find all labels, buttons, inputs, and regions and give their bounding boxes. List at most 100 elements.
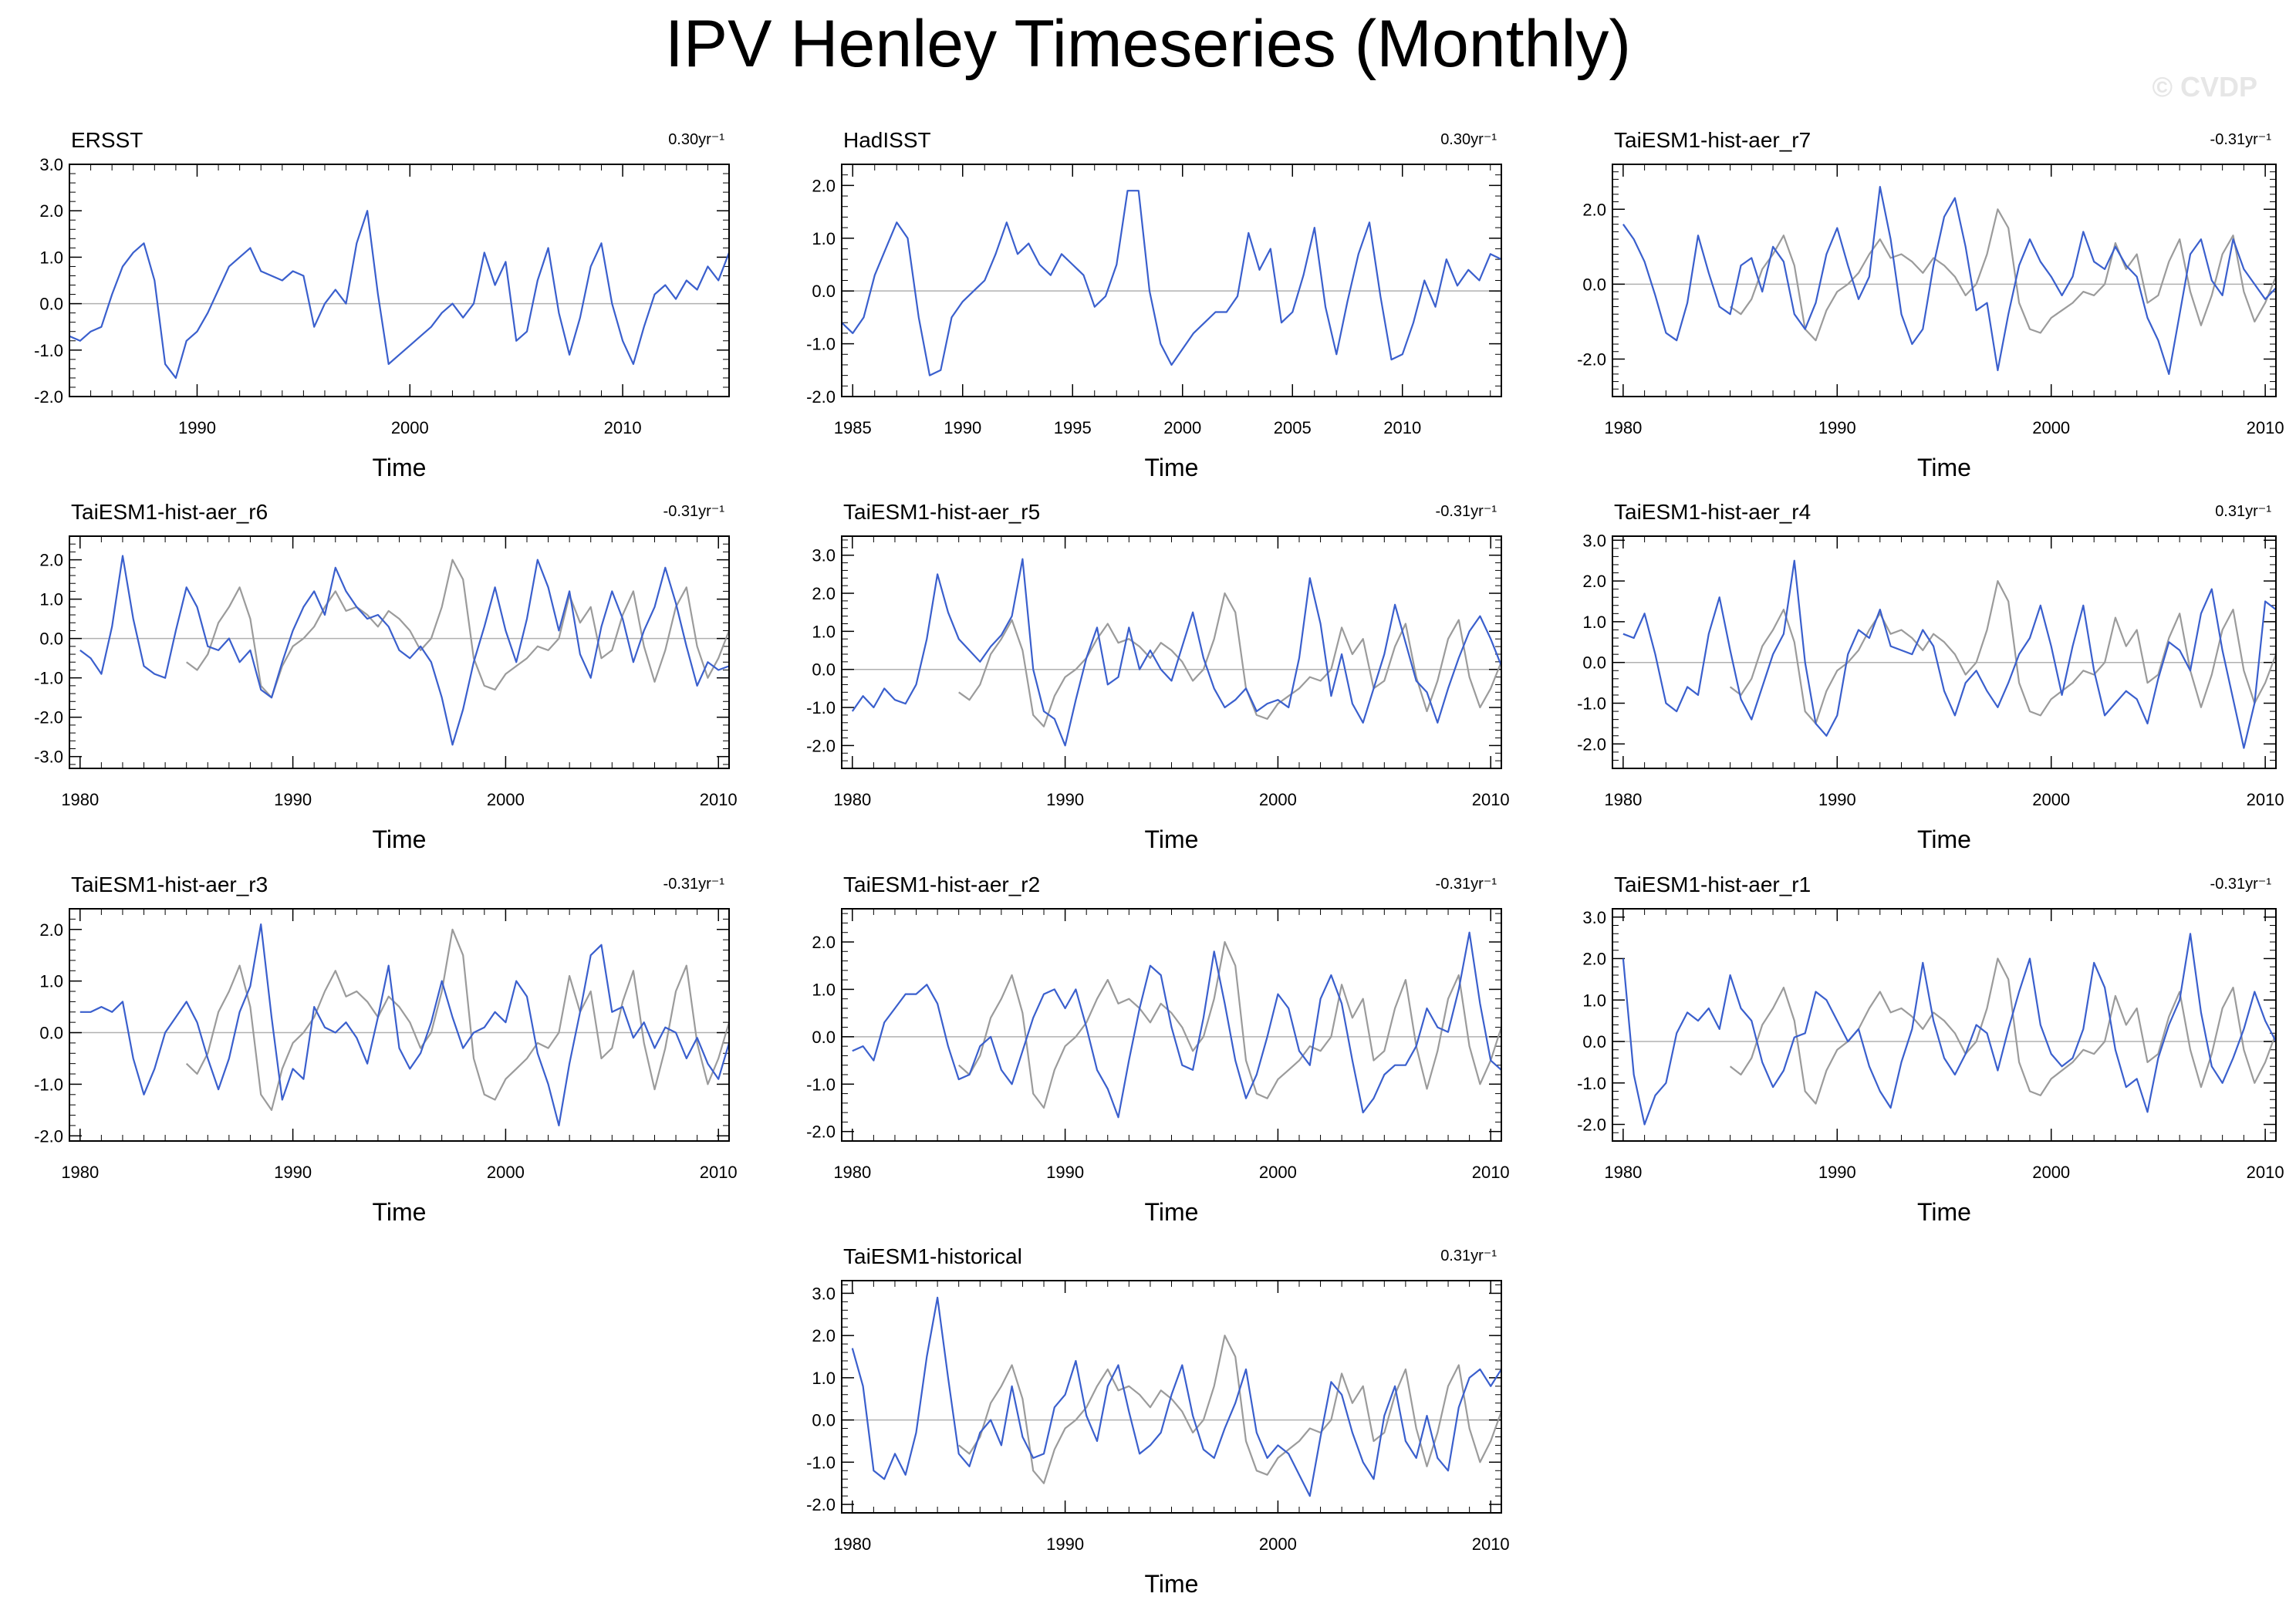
y-tick-label: 2.0 (39, 920, 63, 940)
y-tick-label: 2.0 (1582, 572, 1606, 591)
obs-series-line (1729, 579, 2277, 725)
x-tick-label: 1995 (1054, 418, 1092, 437)
panel-title: TaiESM1-hist-aer_r5 (843, 500, 1040, 524)
x-tick-label: 1980 (61, 790, 99, 809)
x-tick-label: 2010 (1472, 1534, 1510, 1554)
y-tick-label: -2.0 (1577, 734, 1606, 754)
x-tick-label: 2000 (2032, 418, 2070, 437)
x-tick-label: 2000 (487, 790, 525, 809)
y-tick-label: 0.0 (39, 1024, 63, 1043)
x-tick-label: 1990 (1818, 1163, 1856, 1182)
plot-frame (841, 1280, 1502, 1514)
x-tick-label: 1990 (1046, 1163, 1084, 1182)
x-tick-label: 2010 (700, 1163, 738, 1182)
y-tick-label: 1.0 (812, 1369, 836, 1388)
x-tick-label: 2010 (700, 790, 738, 809)
x-tick-label: 2010 (2247, 418, 2284, 437)
obs-series-line (958, 592, 1503, 727)
model-series-line (851, 558, 1503, 747)
x-tick-label: 2000 (487, 1163, 525, 1182)
model-series-line (79, 923, 731, 1127)
obs-series-line (185, 928, 731, 1112)
y-tick-label: 0.0 (812, 660, 836, 680)
obs-series-line (957, 940, 1503, 1109)
plot-frame (841, 164, 1502, 397)
model-series-line (1622, 559, 2277, 749)
x-tick-label: 1980 (1604, 1163, 1642, 1182)
y-tick-label: 2.0 (1582, 950, 1606, 969)
y-tick-label: 0.0 (812, 282, 836, 301)
y-tick-label: 1.0 (812, 622, 836, 641)
panel-4: -3.0 -2.0 -1.0 0.0 1.0 2.0 1980 1990 2000 2010 Tai… (34, 500, 738, 853)
x-tick-label: 1980 (833, 790, 871, 809)
x-tick-label: 2010 (1472, 1163, 1510, 1182)
panel-title: TaiESM1-hist-aer_r6 (71, 500, 268, 524)
y-tick-label: 0.0 (1582, 653, 1606, 673)
y-tick-label: 2.0 (812, 584, 836, 603)
plot-frame (841, 908, 1502, 1142)
y-tick-label: -1.0 (806, 335, 836, 354)
plot-frame (69, 908, 730, 1142)
y-tick-label: 0.0 (812, 1028, 836, 1047)
y-tick-label: 2.0 (812, 176, 836, 195)
plot-frame (69, 164, 730, 397)
y-tick-label: 3.0 (1582, 908, 1606, 927)
y-tick-label: -1.0 (1577, 694, 1606, 714)
plot-frame (1612, 908, 2277, 1142)
y-tick-label: 0.0 (1582, 1032, 1606, 1052)
y-tick-label: 3.0 (812, 1284, 836, 1303)
x-axis-title: Time (373, 454, 427, 481)
y-tick-label: -2.0 (806, 1495, 836, 1514)
y-tick-label: 1.0 (812, 229, 836, 248)
y-tick-label: 3.0 (39, 155, 63, 174)
y-tick-label: 0.0 (812, 1411, 836, 1430)
y-tick-label: -2.0 (806, 387, 836, 407)
y-tick-label: 0.0 (1582, 275, 1606, 294)
x-tick-label: 2000 (2032, 1163, 2070, 1182)
x-axis-title: Time (1145, 1198, 1199, 1226)
x-tick-label: 1985 (834, 418, 872, 437)
model-series-line (1622, 933, 2277, 1126)
x-axis-title: Time (1917, 1198, 1971, 1226)
model-series-line (79, 555, 730, 746)
x-tick-label: 1990 (178, 418, 216, 437)
x-tick-label: 1980 (833, 1534, 871, 1554)
trend-label: 0.31yr⁻¹ (2215, 503, 2271, 520)
y-tick-label: 1.0 (39, 248, 63, 267)
x-tick-label: 1990 (274, 790, 312, 809)
y-tick-label: -2.0 (806, 1122, 836, 1142)
x-tick-label: 1990 (1818, 790, 1856, 809)
panel-title: TaiESM1-hist-aer_r3 (71, 873, 268, 896)
y-tick-label: -2.0 (34, 387, 63, 407)
y-tick-label: 2.0 (39, 551, 63, 570)
y-tick-label: -1.0 (34, 1075, 63, 1094)
obs-series-line (186, 559, 731, 699)
y-tick-label: -2.0 (806, 736, 836, 755)
plot-frame (1612, 535, 2277, 769)
trend-label: 0.30yr⁻¹ (668, 131, 724, 148)
panel-title: TaiESM1-hist-aer_r7 (1614, 128, 1811, 152)
panel-title: TaiESM1-hist-aer_r2 (843, 873, 1040, 896)
obs-series-line (958, 1334, 1503, 1484)
y-tick-label: -2.0 (34, 708, 63, 727)
plot-frame (1612, 164, 2277, 397)
y-tick-label: 1.0 (39, 972, 63, 991)
trend-label: 0.31yr⁻¹ (1440, 1247, 1497, 1264)
model-series-line (852, 931, 1502, 1119)
x-tick-label: 1990 (1818, 418, 1856, 437)
panel-2: -2.0 -1.0 0.0 1.0 2.0 1985 1990 1995 2000 2005 201… (806, 128, 1502, 481)
x-tick-label: 2005 (1274, 418, 1312, 437)
x-tick-label: 1980 (61, 1163, 99, 1182)
y-tick-label: 2.0 (812, 933, 836, 952)
x-tick-label: 2000 (2032, 790, 2070, 809)
y-tick-label: -2.0 (1577, 1116, 1606, 1135)
model-series-line (69, 210, 731, 379)
x-axis-title: Time (1917, 454, 1971, 481)
y-tick-label: -1.0 (34, 669, 63, 688)
panel-title: TaiESM1-hist-aer_r4 (1614, 500, 1811, 524)
trend-label: -0.31yr⁻¹ (2210, 131, 2272, 148)
panel-title: TaiESM1-historical (843, 1244, 1022, 1268)
y-tick-label: 2.0 (812, 1326, 836, 1345)
panel-title: ERSST (71, 128, 143, 152)
x-tick-label: 1980 (1604, 790, 1642, 809)
